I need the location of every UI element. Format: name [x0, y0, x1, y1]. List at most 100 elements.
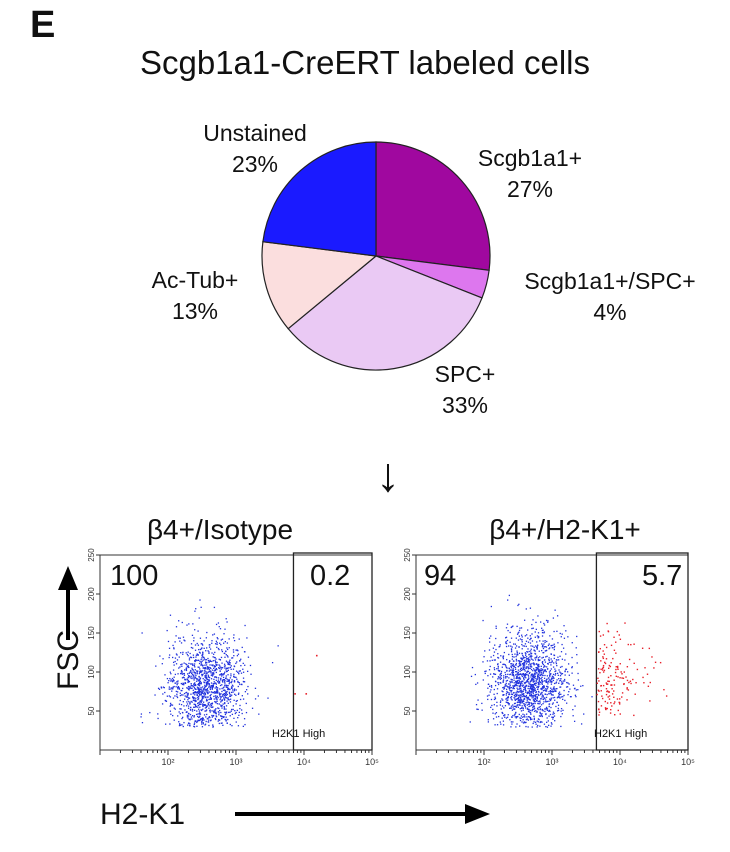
negative-event-point	[520, 674, 523, 676]
negative-event-point	[224, 667, 226, 669]
negative-event-point	[553, 712, 555, 715]
negative-event-point	[513, 656, 515, 658]
negative-event-point	[188, 657, 191, 659]
negative-event-point	[201, 647, 203, 649]
negative-event-point	[494, 713, 496, 715]
negative-event-point	[572, 684, 575, 686]
negative-event-point	[508, 670, 511, 672]
high-event-point	[305, 693, 308, 695]
negative-event-point	[170, 687, 172, 689]
negative-event-point	[522, 657, 524, 660]
negative-event-point	[205, 650, 207, 652]
negative-event-point	[217, 711, 220, 713]
negative-event-point	[227, 669, 230, 671]
negative-event-point	[542, 698, 544, 700]
negative-event-point	[526, 716, 528, 718]
negative-event-point	[228, 691, 231, 693]
negative-event-point	[184, 678, 186, 680]
high-event-point	[607, 691, 610, 693]
negative-event-point	[497, 681, 499, 684]
negative-event-point	[187, 712, 190, 715]
negative-event-point	[563, 625, 565, 627]
negative-event-point	[210, 697, 213, 700]
negative-event-point	[217, 622, 220, 624]
negative-event-point	[492, 654, 495, 657]
negative-event-point	[161, 663, 163, 665]
negative-event-point	[528, 650, 530, 653]
negative-event-point	[178, 688, 181, 690]
negative-event-point	[535, 669, 537, 672]
negative-event-point	[539, 678, 541, 680]
negative-event-point	[502, 694, 504, 696]
negative-event-point	[545, 713, 547, 715]
negative-event-point	[520, 707, 523, 709]
negative-event-point	[195, 674, 197, 677]
high-event-point	[613, 702, 615, 705]
high-event-point	[606, 707, 608, 710]
negative-event-point	[519, 673, 522, 675]
negative-event-point	[505, 684, 507, 686]
negative-event-point	[197, 698, 200, 700]
negative-event-point	[537, 685, 539, 688]
negative-event-point	[526, 671, 528, 673]
negative-event-point	[535, 621, 537, 624]
negative-event-point	[520, 657, 523, 659]
negative-event-point	[212, 692, 215, 694]
negative-event-point	[530, 685, 533, 687]
negative-event-point	[202, 717, 204, 720]
negative-event-point	[514, 698, 516, 700]
negative-event-point	[230, 686, 233, 688]
negative-event-point	[518, 661, 521, 663]
negative-event-point	[576, 654, 578, 656]
negative-event-point	[217, 696, 219, 699]
negative-event-point	[196, 673, 198, 675]
negative-event-point	[243, 681, 246, 683]
negative-event-point	[209, 705, 211, 707]
label-spc: SPC+ 33%	[434, 361, 496, 418]
negative-event-point	[204, 686, 206, 689]
negative-event-point	[527, 637, 529, 639]
negative-event-point	[197, 719, 199, 721]
negative-event-point	[199, 713, 202, 715]
negative-event-point	[541, 661, 543, 663]
negative-event-point	[206, 647, 208, 649]
negative-event-point	[239, 683, 241, 686]
negative-event-point	[525, 656, 528, 658]
negative-event-point	[539, 683, 541, 685]
negative-event-point	[169, 723, 171, 725]
negative-event-point	[505, 677, 507, 679]
negative-event-point	[494, 696, 496, 698]
negative-event-point	[504, 671, 506, 674]
negative-event-point	[546, 726, 549, 728]
negative-event-point	[188, 701, 190, 703]
negative-event-point	[209, 686, 212, 689]
negative-event-point	[172, 680, 175, 682]
negative-event-point	[181, 683, 184, 686]
negative-event-point	[554, 720, 556, 722]
high-event-point	[598, 711, 601, 713]
negative-event-point	[221, 695, 224, 697]
negative-event-point	[218, 718, 220, 721]
negative-event-point	[552, 694, 554, 696]
negative-event-point	[562, 696, 564, 698]
negative-event-point	[257, 695, 259, 697]
negative-event-point	[516, 685, 518, 687]
negative-event-point	[199, 599, 201, 601]
negative-event-point	[523, 657, 525, 659]
negative-event-point	[529, 699, 531, 701]
negative-event-point	[499, 678, 502, 680]
negative-event-point	[547, 720, 549, 722]
negative-event-point	[208, 719, 210, 721]
negative-event-point	[169, 710, 172, 712]
negative-event-point	[214, 676, 217, 678]
negative-event-point	[166, 677, 169, 680]
negative-event-point	[231, 657, 233, 659]
negative-event-point	[212, 686, 214, 688]
negative-event-point	[518, 677, 520, 679]
negative-event-point	[538, 664, 540, 666]
negative-event-point	[525, 654, 527, 656]
plot1-gate	[292, 552, 373, 751]
negative-event-point	[517, 639, 520, 641]
negative-event-point	[200, 682, 203, 684]
negative-event-point	[543, 677, 546, 679]
